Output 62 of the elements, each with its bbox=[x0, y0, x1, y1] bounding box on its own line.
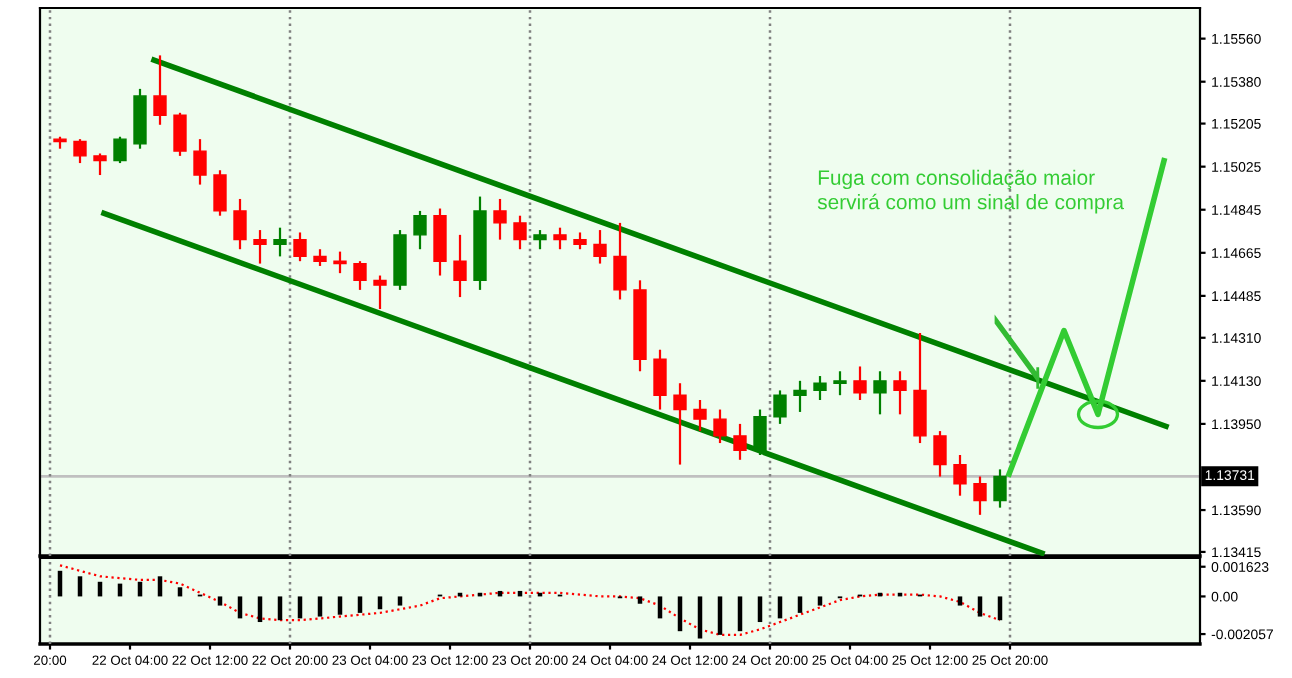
bar bbox=[957, 596, 963, 606]
candlestick bbox=[853, 365, 867, 402]
candlestick bbox=[673, 382, 687, 466]
candlestick bbox=[773, 389, 787, 426]
candlestick bbox=[333, 250, 347, 275]
bar bbox=[637, 596, 643, 604]
candlestick bbox=[993, 468, 1007, 509]
candlestick bbox=[613, 221, 627, 301]
annotation: Fuga com consolidação maior servirá como um sinal de compra bbox=[817, 169, 1125, 214]
candlestick bbox=[793, 379, 807, 414]
candlestick bbox=[693, 398, 707, 433]
candlestick bbox=[193, 138, 207, 186]
bar bbox=[997, 596, 1003, 621]
candlestick bbox=[513, 214, 527, 251]
candlestick bbox=[133, 87, 147, 150]
candlestick bbox=[713, 408, 727, 445]
candlestick bbox=[353, 260, 367, 292]
candlestick bbox=[653, 348, 667, 411]
bar bbox=[757, 596, 763, 623]
bar bbox=[797, 596, 803, 613]
candlestick bbox=[553, 226, 567, 251]
candlestick bbox=[253, 228, 267, 265]
candlestick bbox=[213, 169, 227, 217]
candlestick bbox=[753, 408, 767, 457]
candlestick bbox=[73, 138, 87, 165]
bar bbox=[397, 596, 403, 606]
candlestick bbox=[913, 331, 927, 445]
candlestick bbox=[233, 197, 247, 251]
line-series bbox=[58, 564, 1002, 636]
candlestick bbox=[173, 111, 187, 157]
candlestick bbox=[873, 370, 887, 416]
bar bbox=[317, 596, 323, 617]
candlestick bbox=[973, 475, 987, 516]
candlestick bbox=[893, 370, 907, 416]
candlestick bbox=[453, 233, 467, 299]
candlestick bbox=[593, 228, 607, 265]
candlestick bbox=[813, 374, 827, 402]
bar bbox=[217, 596, 223, 606]
candlestick bbox=[433, 207, 447, 277]
candlestick bbox=[373, 274, 387, 311]
candlestick bbox=[833, 370, 847, 397]
bar bbox=[737, 596, 743, 632]
candlestick bbox=[493, 197, 507, 241]
bar bbox=[377, 596, 383, 610]
bar bbox=[357, 596, 363, 613]
candlestick bbox=[93, 152, 107, 177]
bar bbox=[337, 596, 343, 615]
candlestick bbox=[733, 422, 747, 461]
candlestick bbox=[933, 429, 947, 478]
candlestick bbox=[113, 135, 127, 165]
bar bbox=[817, 596, 823, 606]
bar bbox=[717, 596, 723, 635]
candlestick bbox=[273, 226, 287, 258]
candlestick bbox=[953, 453, 967, 497]
candlestick bbox=[533, 228, 547, 251]
bar bbox=[277, 596, 283, 621]
bar bbox=[257, 596, 263, 623]
bar bbox=[977, 596, 983, 617]
candlestick bbox=[293, 231, 307, 263]
candlestick bbox=[153, 54, 167, 126]
candlestick bbox=[413, 209, 427, 251]
bar bbox=[677, 596, 683, 632]
